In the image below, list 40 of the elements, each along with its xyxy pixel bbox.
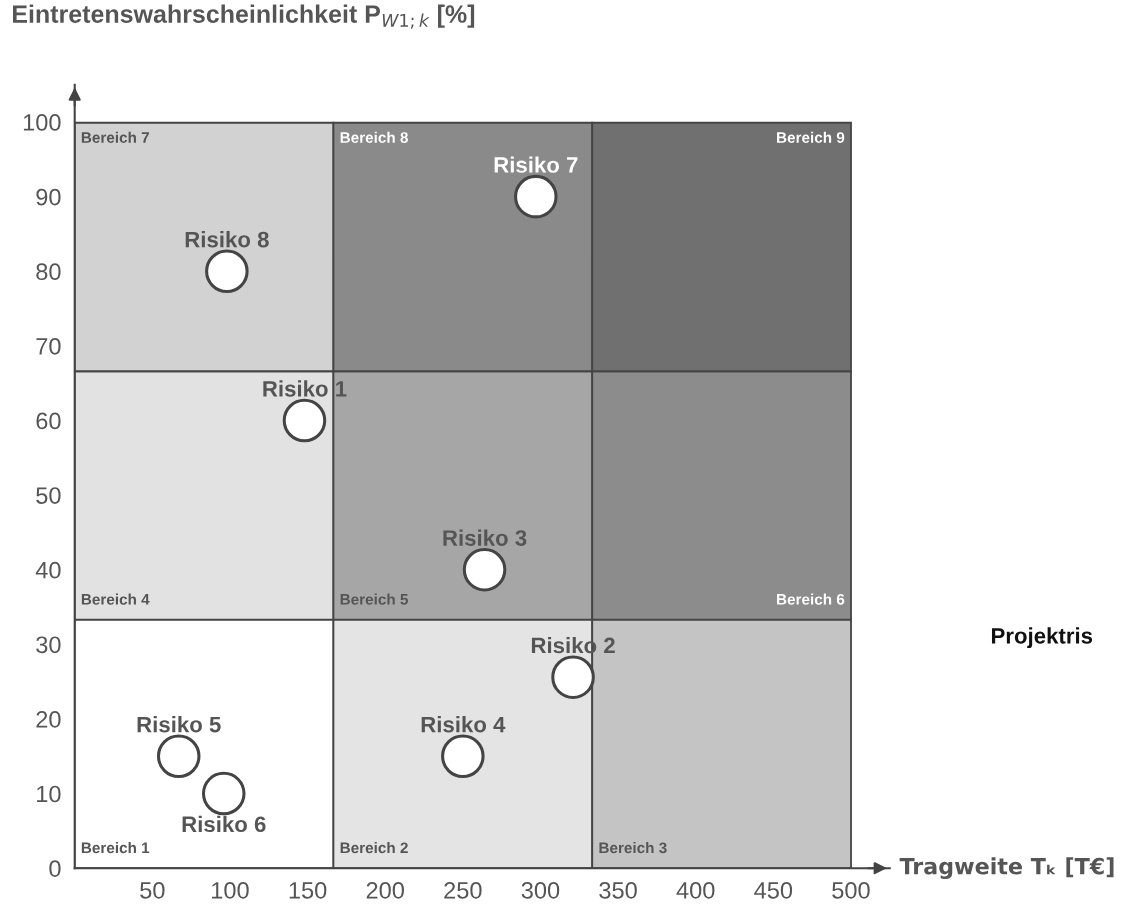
x-tick-label: 50 <box>140 882 165 899</box>
y-tick-label: 40 <box>35 561 61 579</box>
data-label: Risiko 4 <box>421 716 506 733</box>
data-label: Bereich 3 <box>599 842 667 854</box>
x-tick-label: 200 <box>366 882 404 899</box>
data-label: Risiko 1 <box>263 380 347 397</box>
data-label: Bereich 8 <box>340 131 408 143</box>
data-label: Bereich 5 <box>340 593 408 605</box>
y-tick-label: 80 <box>36 263 61 281</box>
data-label: Risiko 7 <box>494 156 578 173</box>
text: Projektris <box>991 627 1093 649</box>
y-tick-label: 30 <box>36 636 61 654</box>
x-tick-label: 500 <box>832 882 870 899</box>
data-label: Risiko 5 <box>137 716 221 733</box>
x-tick-label: 450 <box>754 882 793 899</box>
x-tick-label: 150 <box>289 882 327 899</box>
data-label: Bereich 6 <box>777 593 845 605</box>
x-tick-label: 250 <box>444 882 482 899</box>
y-tick-label: 90 <box>36 188 61 206</box>
x-axis-title: Tragweite Tₖ [T€] <box>899 857 1114 880</box>
y-tick-label: 60 <box>36 412 61 430</box>
data-label: Bereich 4 <box>81 593 150 605</box>
data-label: Risiko 8 <box>185 231 269 248</box>
x-tick-label: 350 <box>599 882 637 899</box>
y-axis-title: Eintretenswahrscheinlichkeit P$_{W1;k}$ [%] <box>12 4 475 29</box>
y-tick-label: 100 <box>23 114 61 131</box>
x-tick-label: 300 <box>521 882 560 899</box>
y-tick-label: 0 <box>49 860 61 877</box>
data-label: Bereich 9 <box>777 131 845 143</box>
data-label: Risiko 6 <box>182 815 266 833</box>
data-label: Bereich 1 <box>81 842 150 854</box>
data-label: Bereich 2 <box>340 842 408 854</box>
data-label: Risiko 3 <box>443 529 527 546</box>
x-tick-label: 100 <box>212 882 249 899</box>
y-tick-label: 70 <box>36 337 61 355</box>
x-tick-label: 400 <box>676 882 715 899</box>
y-tick-label: 50 <box>36 487 61 504</box>
data-label: Bereich 7 <box>81 131 149 143</box>
y-tick-label: 20 <box>36 711 61 728</box>
y-tick-label: 10 <box>37 785 61 803</box>
